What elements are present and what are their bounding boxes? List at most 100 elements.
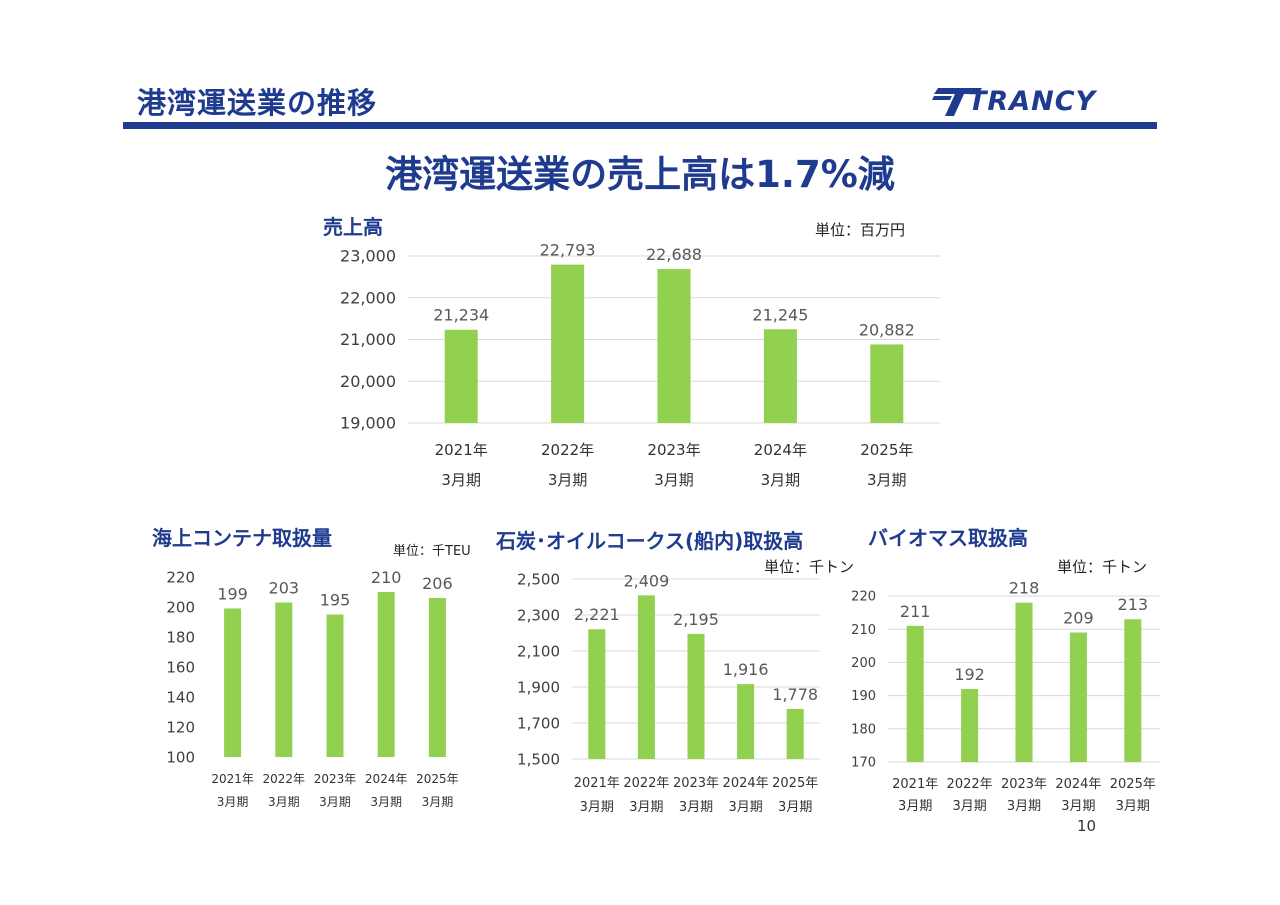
bar (786, 708, 804, 759)
data-label: 21,245 (752, 305, 808, 324)
trancy-logo-icon (932, 88, 982, 116)
bar (326, 614, 344, 757)
bar (377, 592, 395, 757)
x-tick-label: 2023年 (1001, 777, 1047, 792)
bar (1069, 632, 1087, 762)
x-tick-label: 3月期 (1116, 799, 1150, 814)
data-label: 209 (1063, 609, 1094, 628)
bar (737, 684, 755, 759)
x-tick-label: 3月期 (679, 800, 713, 815)
y-tick-label: 100 (166, 748, 195, 766)
page-number: 10 (1077, 817, 1097, 835)
x-tick-label: 3月期 (629, 800, 663, 815)
y-tick-label: 20,000 (340, 372, 396, 391)
chart-title-container: 海上コンテナ取扱量 (152, 526, 332, 550)
data-label: 195 (320, 591, 351, 610)
x-tick-label: 3月期 (1061, 799, 1095, 814)
x-tick-label: 3月期 (319, 795, 351, 809)
y-tick-label: 140 (166, 688, 195, 706)
unit-label-biomass: 単位：千トン (1057, 558, 1148, 576)
bar (906, 625, 924, 762)
data-label: 2,409 (623, 571, 669, 590)
page-headline: 港湾運送業の売上高は1.7%減 (385, 153, 895, 196)
x-tick-label: 2021年 (211, 772, 254, 786)
data-label: 22,688 (646, 245, 702, 264)
bar (1015, 602, 1033, 762)
y-tick-label: 1,700 (517, 714, 560, 732)
x-tick-label: 3月期 (867, 471, 907, 489)
data-label: 2,221 (574, 605, 620, 624)
y-tick-label: 180 (166, 628, 195, 646)
bar (588, 629, 606, 759)
x-tick-label: 3月期 (217, 795, 249, 809)
y-tick-label: 220 (851, 590, 876, 605)
y-tick-label: 22,000 (340, 288, 396, 307)
x-tick-label: 2023年 (647, 441, 700, 459)
x-tick-label: 2023年 (314, 772, 357, 786)
x-tick-label: 2025年 (416, 772, 459, 786)
bar (870, 344, 904, 423)
x-tick-label: 3月期 (441, 471, 481, 489)
bar (657, 269, 691, 423)
y-tick-label: 200 (166, 598, 195, 616)
data-label: 211 (900, 602, 931, 621)
x-tick-label: 3月期 (761, 471, 801, 489)
bar (637, 595, 655, 759)
y-tick-label: 160 (166, 658, 195, 676)
data-label: 192 (954, 665, 985, 684)
y-tick-label: 1,900 (517, 678, 560, 696)
data-label: 213 (1118, 595, 1149, 614)
chart-title-coal: 石炭･オイルコークス(船内)取扱高 (496, 529, 804, 553)
unit-label-coal: 単位：千トン (764, 558, 855, 576)
bar (961, 688, 979, 762)
data-label: 21,234 (433, 306, 489, 325)
data-label: 199 (217, 585, 248, 604)
x-tick-label: 3月期 (654, 471, 694, 489)
x-tick-label: 2024年 (754, 441, 807, 459)
data-label: 1,778 (772, 685, 818, 704)
y-tick-label: 170 (851, 756, 876, 771)
x-tick-label: 3月期 (580, 800, 614, 815)
section-title: 港湾運送業の推移 (137, 86, 378, 120)
data-label: 218 (1009, 579, 1040, 598)
y-tick-label: 21,000 (340, 330, 396, 349)
bar (1124, 619, 1142, 762)
x-tick-label: 2022年 (947, 777, 993, 792)
data-label: 20,882 (859, 320, 915, 339)
x-tick-label: 2024年 (1055, 777, 1101, 792)
x-tick-label: 3月期 (268, 795, 300, 809)
x-tick-label: 3月期 (548, 471, 588, 489)
y-tick-label: 19,000 (340, 414, 396, 433)
x-tick-label: 3月期 (898, 799, 932, 814)
x-tick-label: 2023年 (673, 776, 719, 791)
bar (763, 329, 797, 423)
unit-label-container: 単位：千TEU (393, 544, 471, 559)
y-tick-label: 1,500 (517, 750, 560, 768)
x-tick-label: 2024年 (365, 772, 408, 786)
bar (551, 264, 585, 423)
header-divider (123, 122, 1157, 129)
chart-title-sales: 売上高 (323, 215, 383, 239)
y-tick-label: 23,000 (340, 247, 396, 266)
x-tick-label: 2021年 (574, 776, 620, 791)
x-tick-label: 3月期 (778, 800, 812, 815)
data-label: 22,793 (540, 241, 596, 260)
y-tick-label: 220 (166, 568, 195, 586)
y-tick-label: 2,100 (517, 642, 560, 660)
y-tick-label: 200 (851, 656, 876, 671)
x-tick-label: 3月期 (422, 795, 454, 809)
coal-bar-chart: 1,500 1,700 1,900 2,100 2,300 2,500 2,221 2021年… (517, 570, 820, 815)
x-tick-label: 2025年 (772, 776, 818, 791)
y-tick-label: 120 (166, 718, 195, 736)
container-bar-chart: 100 120 140 160 180 200 220 199 2021年 3月期 203 2022年… (166, 568, 459, 809)
x-tick-label: 2022年 (623, 776, 669, 791)
bar (687, 633, 705, 759)
x-tick-label: 2025年 (860, 441, 913, 459)
x-tick-label: 3月期 (1007, 799, 1041, 814)
x-tick-label: 3月期 (370, 795, 402, 809)
data-label: 210 (371, 568, 402, 587)
y-tick-label: 2,500 (517, 570, 560, 588)
x-tick-label: 3月期 (728, 800, 762, 815)
x-tick-label: 2024年 (723, 776, 769, 791)
sales-bar-chart: 19,000 20,000 21,000 22,000 23,000 21,234 2021… (340, 241, 940, 489)
